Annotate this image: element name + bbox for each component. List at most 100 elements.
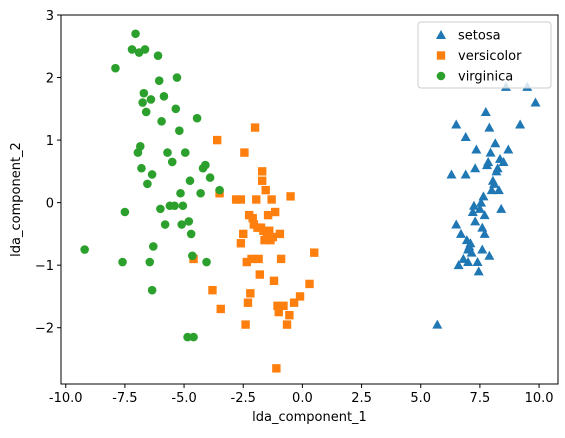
x-axis-ticks: -10.0 -7.5 -5.0 -2.5 0.0 2.5 5.0 7.5 10.0 <box>49 384 554 406</box>
versicolor-point <box>257 167 267 176</box>
versicolor-point <box>248 214 257 223</box>
y-axis-ticks: −2 −1 0 1 2 3 <box>35 9 61 337</box>
virginica-point <box>188 251 197 261</box>
setosa-point <box>476 197 487 207</box>
virginica-point <box>135 142 145 151</box>
virginica-point <box>118 257 127 267</box>
virginica-point <box>196 188 205 198</box>
setosa-point <box>432 319 443 329</box>
virginica-point <box>127 45 137 54</box>
versicolor-point <box>269 276 279 286</box>
virginica-point <box>147 285 157 295</box>
versicolor-point <box>273 301 282 311</box>
setosa-point <box>470 216 481 226</box>
virginica-point <box>145 257 155 267</box>
y-tick-label: 0 <box>46 197 54 212</box>
legend-marker-setosa <box>436 30 446 39</box>
x-tick-label: 5.0 <box>410 391 431 406</box>
versicolor-point <box>286 192 295 201</box>
versicolor-point <box>265 226 274 235</box>
y-tick-label: 1 <box>46 134 54 149</box>
setosa-point <box>477 244 488 254</box>
virginica-point <box>186 229 196 239</box>
legend-marker-versicolor <box>436 51 446 60</box>
setosa-point <box>473 266 484 276</box>
virginica-point <box>215 185 224 195</box>
versicolor-point <box>257 176 267 185</box>
legend-label-versicolor: versicolor <box>458 49 522 64</box>
virginica-point <box>185 176 195 186</box>
versicolor-point <box>263 210 273 220</box>
y-tick-label: 2 <box>46 72 54 87</box>
versicolor-point <box>242 257 251 267</box>
virginica-point <box>154 76 164 85</box>
virginica-point <box>138 98 147 107</box>
versicolor-point <box>254 254 263 264</box>
virginica-point <box>139 88 149 98</box>
versicolor-point <box>268 232 278 242</box>
versicolor-point <box>236 195 246 204</box>
versicolor-point <box>208 285 217 295</box>
virginica-point <box>143 179 152 189</box>
setosa-point <box>460 169 471 179</box>
versicolor-point <box>216 304 225 314</box>
setosa-point <box>489 178 500 188</box>
setosa-point <box>486 185 497 195</box>
virginica-point <box>160 220 170 229</box>
virginica-point <box>192 113 202 123</box>
virginica-point <box>157 117 166 126</box>
versicolor-point <box>239 229 248 239</box>
setosa-point <box>471 144 482 154</box>
setosa-point <box>453 260 464 270</box>
setosa-point <box>463 257 474 267</box>
x-axis-label: lda_component_1 <box>252 410 367 425</box>
virginica-point <box>120 207 130 217</box>
virginica-point <box>201 160 210 170</box>
virginica-point <box>159 92 169 101</box>
virginica-point <box>80 245 89 254</box>
y-axis-label: lda_component_2 <box>9 142 24 257</box>
plot-frame <box>60 14 559 385</box>
virginica-point <box>180 148 190 157</box>
versicolor-point <box>272 364 281 373</box>
setosa-point <box>474 203 485 213</box>
setosa-point <box>465 238 476 248</box>
versicolor-point <box>282 320 292 329</box>
setosa-point <box>492 163 503 173</box>
virginica-point <box>177 220 186 229</box>
virginica-point <box>176 188 185 198</box>
virginica-point <box>111 63 120 73</box>
virginica-point <box>170 201 179 211</box>
virginica-point <box>137 163 146 173</box>
versicolor-point <box>241 320 250 329</box>
setosa-point <box>498 156 509 166</box>
virginica-point <box>183 332 192 342</box>
virginica-point <box>141 107 151 117</box>
setosa-point <box>478 191 489 201</box>
x-tick-label: -5.0 <box>171 391 196 406</box>
setosa-point <box>483 156 494 166</box>
versicolor-point <box>231 195 241 204</box>
versicolor-point <box>246 289 255 298</box>
virginica-point <box>140 45 150 54</box>
series-virginica <box>80 29 224 342</box>
y-tick-label: −2 <box>35 322 54 337</box>
virginica-point <box>156 204 165 214</box>
virginica-point <box>202 257 211 267</box>
versicolor-point <box>295 292 305 301</box>
y-tick-label: 3 <box>46 9 54 24</box>
series-versicolor <box>189 123 319 373</box>
setosa-point <box>484 250 495 260</box>
setosa-point <box>479 210 490 220</box>
setosa-point <box>446 169 457 179</box>
virginica-point <box>163 148 172 157</box>
versicolor-point <box>267 195 276 204</box>
setosa-point <box>484 122 495 132</box>
versicolor-point <box>279 301 288 311</box>
versicolor-point <box>213 135 222 145</box>
x-tick-label: 10.0 <box>525 391 554 406</box>
versicolor-point <box>285 311 294 320</box>
setosa-point <box>451 219 462 229</box>
legend-box <box>417 21 552 89</box>
